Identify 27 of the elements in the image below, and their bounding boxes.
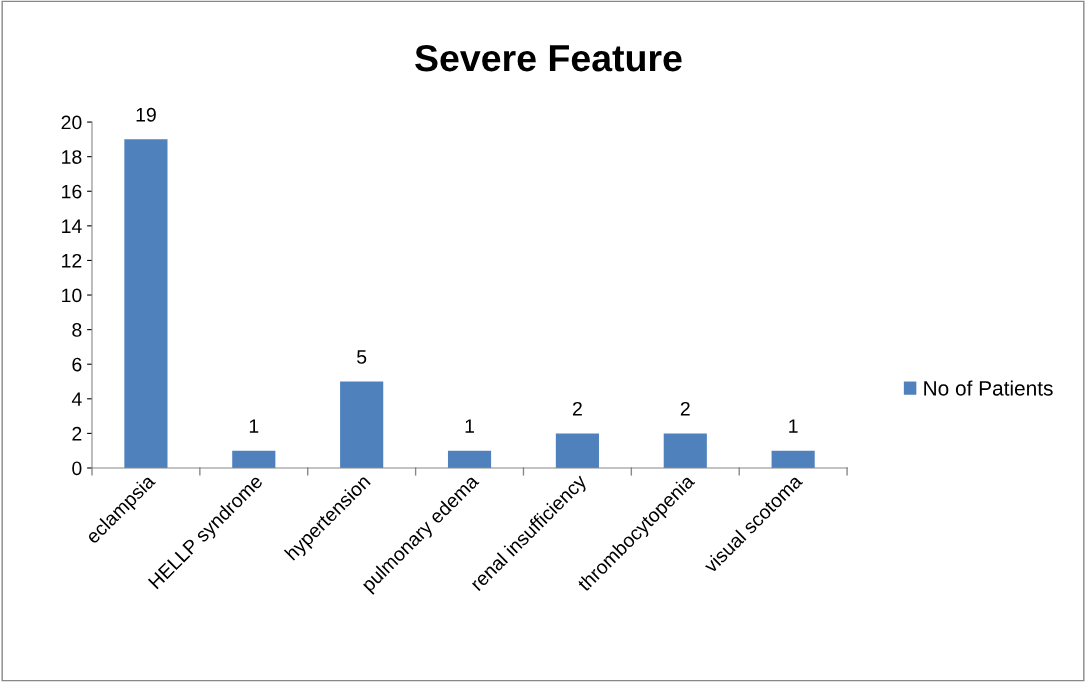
y-tick-label: 4 — [71, 392, 82, 406]
chart-title: Severe Feature — [415, 44, 682, 72]
bar — [124, 139, 168, 468]
bar — [340, 381, 384, 468]
y-tick-label: 0 — [72, 461, 82, 476]
y-tick-label: 12 — [62, 253, 82, 268]
bar — [555, 433, 599, 468]
data-label: 1 — [465, 419, 474, 433]
data-label: 1 — [249, 419, 259, 433]
y-tick-label: 20 — [61, 115, 82, 130]
data-label: 2 — [680, 401, 690, 416]
legend-label: No of Patients — [924, 380, 1053, 396]
data-label: 2 — [572, 401, 582, 416]
data-label: 5 — [357, 350, 367, 364]
y-tick-label: 10 — [62, 288, 82, 303]
bar — [771, 450, 815, 468]
y-tick-label: 18 — [62, 150, 82, 164]
data-label: 1 — [789, 419, 798, 433]
y-tick-label: 8 — [72, 323, 82, 337]
bar — [663, 433, 707, 468]
y-tick-label: 2 — [72, 426, 82, 441]
data-label: 19 — [136, 107, 156, 122]
y-tick-label: 16 — [62, 184, 82, 199]
y-tick-label: 6 — [72, 357, 82, 372]
bar — [232, 450, 276, 468]
bar — [447, 450, 492, 468]
y-tick-label: 14 — [62, 219, 82, 233]
